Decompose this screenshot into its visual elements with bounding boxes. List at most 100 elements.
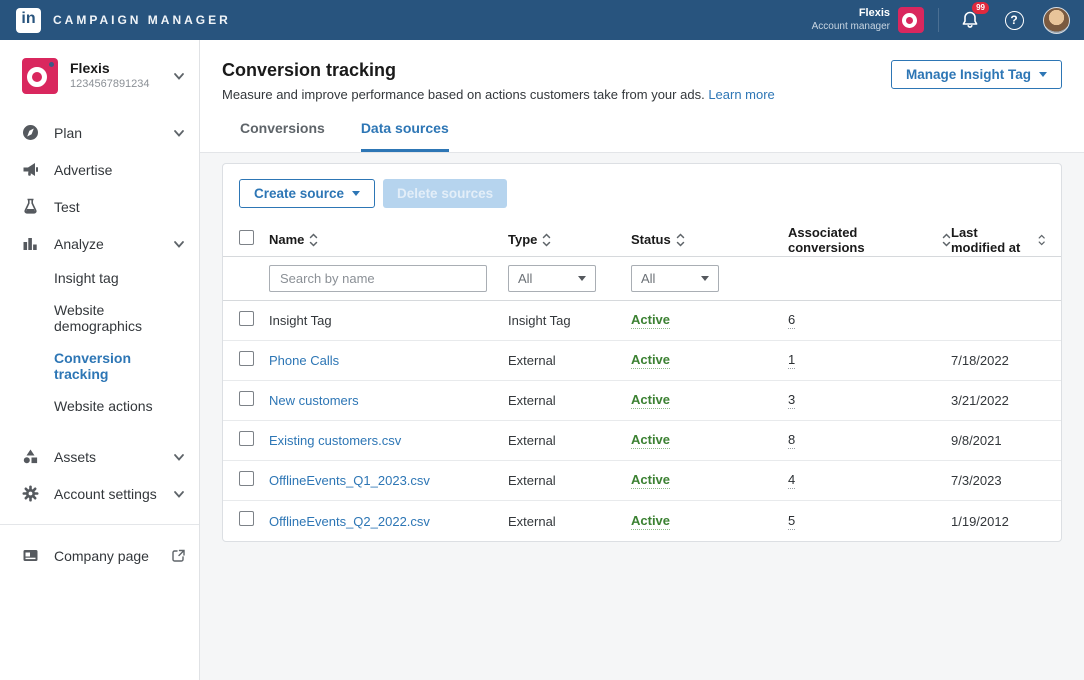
chevron-down-icon [174,73,184,80]
status-badge: Active [631,512,671,530]
column-header-last-modified[interactable]: Last modified at [951,225,1045,255]
last-modified-date: 3/21/2022 [951,393,1009,408]
row-checkbox[interactable] [239,310,254,326]
associated-conversions-count[interactable]: 5 [788,512,796,530]
sidebar-item-insight-tag[interactable]: Insight tag [54,270,119,286]
last-modified-date: 7/18/2022 [951,353,1009,368]
chevron-down-icon [174,490,184,498]
content-area: Create source Delete sources Name Type [200,152,1084,680]
account-role: Account manager [811,20,890,32]
chevron-down-icon [174,453,184,461]
row-checkbox[interactable] [239,430,254,446]
user-avatar[interactable] [1043,6,1070,34]
flexis-account-logo-large [22,58,58,94]
bell-icon [962,11,978,28]
select-all-checkbox[interactable] [239,229,254,245]
column-header-name[interactable]: Name [269,232,508,247]
bar-chart-icon [23,238,37,250]
megaphone-icon [23,163,38,176]
sidebar-item-advertise[interactable]: Advertise [0,151,199,188]
page-description-text: Measure and improve performance based on… [222,87,705,102]
sidebar-item-website-demographics[interactable]: Website demographics [54,302,142,334]
status-badge: Active [631,472,671,489]
table-row: OfflineEvents_Q1_2023.csv External Activ… [223,461,1061,501]
row-checkbox[interactable] [239,350,254,366]
source-name-link[interactable]: OfflineEvents_Q1_2023.csv [269,473,430,488]
sidebar-item-test[interactable]: Test [0,188,199,225]
associated-conversions-count[interactable]: 3 [788,392,796,409]
column-header-associated-conversions[interactable]: Associated conversions [788,225,951,255]
last-modified-date: 9/8/2021 [951,433,1002,448]
column-header-status[interactable]: Status [631,232,788,247]
associated-conversions-count[interactable]: 8 [788,432,796,449]
status-badge: Active [631,432,671,449]
sidebar-item-account-settings[interactable]: Account settings [0,475,199,512]
card-toolbar: Create source Delete sources [223,164,1061,223]
top-navigation-bar: in CAMPAIGN MANAGER Flexis Account manag… [0,0,1084,40]
table-filter-row: All All [223,257,1061,301]
sidebar-item-label: Account settings [54,485,157,502]
flexis-account-logo[interactable] [898,7,924,33]
account-switcher-text[interactable]: Flexis Account manager [812,7,890,33]
notifications-button[interactable]: 99 [955,2,989,35]
row-checkbox[interactable] [239,511,254,526]
associated-conversions-count[interactable]: 6 [788,312,796,329]
table-row: New customers External Active 3 3/21/202… [223,381,1061,421]
page-header: Conversion tracking Measure and improve … [200,40,1084,152]
search-by-name-input[interactable] [269,265,487,292]
sidebar-item-conversion-tracking[interactable]: Conversion tracking [54,350,132,382]
sidebar-item-assets[interactable]: Assets [0,438,199,475]
gear-icon [22,485,39,502]
sidebar-item-analyze[interactable]: Analyze [0,225,199,262]
manage-insight-tag-button[interactable]: Manage Insight Tag [890,60,1062,89]
delete-sources-button: Delete sources [383,179,508,208]
table-row: Existing customers.csv External Active 8… [223,421,1061,461]
source-type: External [508,353,556,368]
tab-data-sources[interactable]: Data sources [360,120,449,152]
caret-down-icon [352,191,361,196]
page-title: Conversion tracking [222,60,397,80]
row-checkbox[interactable] [239,390,254,406]
topbar-divider [938,8,939,32]
last-modified-date: 1/19/2012 [951,513,1009,529]
sidebar-account-name: Flexis [70,60,110,77]
data-sources-card: Create source Delete sources Name Type [222,163,1062,542]
learn-more-link[interactable]: Learn more [708,87,775,102]
sidebar-item-plan[interactable]: Plan [0,114,199,151]
associated-conversions-count[interactable]: 1 [788,352,796,369]
status-badge: Active [631,352,671,369]
sort-icon [676,232,684,247]
source-name-link[interactable]: New customers [269,393,359,408]
source-name-link[interactable]: OfflineEvents_Q2_2022.csv [269,513,430,529]
source-type: External [508,393,556,408]
column-header-type[interactable]: Type [508,232,631,247]
sidebar-account-selector[interactable]: Flexis 1234567891234 [0,58,199,94]
help-button[interactable]: ? [999,5,1029,35]
source-name-link[interactable]: Existing customers.csv [269,433,402,448]
table-row: OfflineEvents_Q2_2022.csv External Activ… [223,501,1061,541]
caret-down-icon [1039,72,1047,77]
row-checkbox[interactable] [239,470,254,486]
sidebar-account-id: 1234567891234 [70,77,150,90]
status-filter-select[interactable]: All [631,265,719,292]
shapes-icon [23,449,38,464]
app-brand-title: CAMPAIGN MANAGER [53,13,231,27]
page-description: Measure and improve performance based on… [222,87,775,102]
source-name-link[interactable]: Phone Calls [269,353,340,368]
table-row: Phone Calls External Active 1 7/18/2022 [223,341,1061,381]
status-badge: Active [631,312,671,329]
associated-conversions-count[interactable]: 4 [788,472,796,489]
sidebar-item-label: Advertise [54,161,113,178]
tab-conversions[interactable]: Conversions [240,120,325,136]
sidebar-item-label: Assets [54,448,97,465]
source-type: External [508,473,556,488]
create-source-button[interactable]: Create source [239,179,376,208]
sidebar-item-label: Plan [54,124,83,141]
linkedin-logo[interactable]: in [16,7,41,33]
chevron-down-icon [174,129,184,137]
sidebar-item-website-actions[interactable]: Website actions [54,398,153,414]
sidebar-item-company-page[interactable]: Company page [0,537,199,574]
last-modified-date: 7/3/2023 [951,473,1002,488]
sidebar-item-label: Test [54,198,80,215]
type-filter-select[interactable]: All [508,265,596,292]
